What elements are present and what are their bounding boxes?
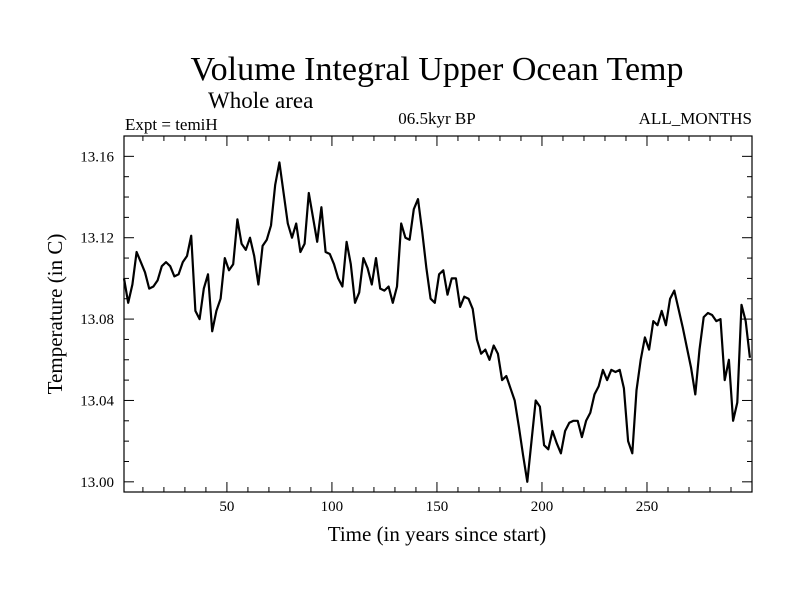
axis-ticks — [124, 136, 752, 492]
plot-frame — [123, 135, 753, 493]
x-axis-label: Time (in years since start) — [328, 522, 547, 546]
chart-subtitle: Whole area — [208, 88, 313, 113]
x-tick-label: 50 — [219, 499, 234, 515]
y-tick-label: 13.12 — [80, 231, 114, 247]
x-tick-label: 150 — [426, 499, 449, 515]
y-tick-label: 13.08 — [80, 312, 114, 328]
y-axis-label: Temperature (in C) — [43, 234, 67, 395]
period-label: 06.5kyr BP — [398, 109, 475, 128]
chart-title: Volume Integral Upper Ocean Temp — [191, 51, 684, 88]
experiment-label: Expt = temiH — [125, 115, 218, 134]
months-label: ALL_MONTHS — [639, 109, 752, 128]
x-tick-label: 100 — [321, 499, 344, 515]
y-tick-label: 13.16 — [80, 149, 114, 165]
y-tick-label: 13.00 — [80, 475, 114, 491]
x-tick-label: 200 — [531, 499, 554, 515]
axis-tick-labels: 50 100 150 200 250 13.00 13.04 13.08 13.12 13.16 — [80, 149, 658, 515]
series-line — [122, 161, 751, 483]
x-tick-label: 250 — [636, 499, 659, 515]
y-tick-label: 13.04 — [80, 393, 114, 409]
